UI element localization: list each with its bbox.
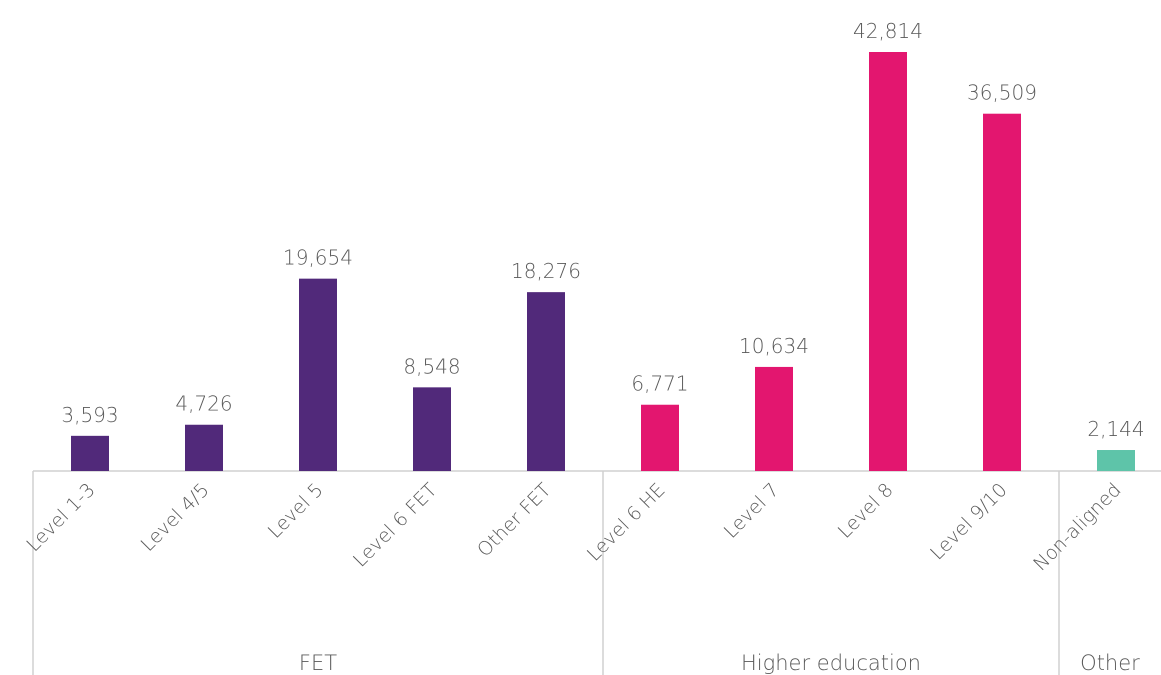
- category-label: Level 1-3: [22, 479, 99, 556]
- category-label: Level 9/10: [926, 479, 1011, 564]
- category-label: Level 5: [264, 479, 328, 543]
- category-label: Level 4/5: [137, 479, 214, 556]
- category-label: Non-aligned: [1029, 479, 1125, 575]
- group-label: FET: [299, 651, 337, 675]
- bar: [527, 292, 565, 471]
- bar: [71, 435, 109, 471]
- category-label: Level 6 FET: [349, 479, 442, 572]
- value-label: 2,144: [1087, 417, 1144, 441]
- value-label: 8,548: [403, 354, 460, 378]
- value-label: 3,593: [61, 403, 118, 427]
- bar: [869, 52, 907, 471]
- bar: [755, 366, 793, 471]
- group-label: Other: [1080, 651, 1140, 675]
- value-label: 19,654: [283, 246, 353, 270]
- bar: [983, 113, 1021, 471]
- category-label: Level 6 HE: [583, 479, 670, 566]
- category-label: Level 8: [834, 479, 898, 543]
- bar: [641, 404, 679, 471]
- value-label: 4,726: [175, 392, 232, 416]
- bar: [1097, 450, 1135, 471]
- value-label: 18,276: [511, 259, 581, 283]
- value-label: 36,509: [967, 81, 1037, 105]
- bar: [299, 278, 337, 471]
- category-label: Other FET: [473, 479, 556, 562]
- category-label: Level 7: [720, 479, 784, 543]
- value-label: 6,771: [631, 372, 688, 396]
- bar: [185, 424, 223, 471]
- bar: [413, 387, 451, 471]
- value-label: 42,814: [853, 19, 923, 43]
- group-label: Higher education: [741, 651, 921, 675]
- value-label: 10,634: [739, 334, 809, 358]
